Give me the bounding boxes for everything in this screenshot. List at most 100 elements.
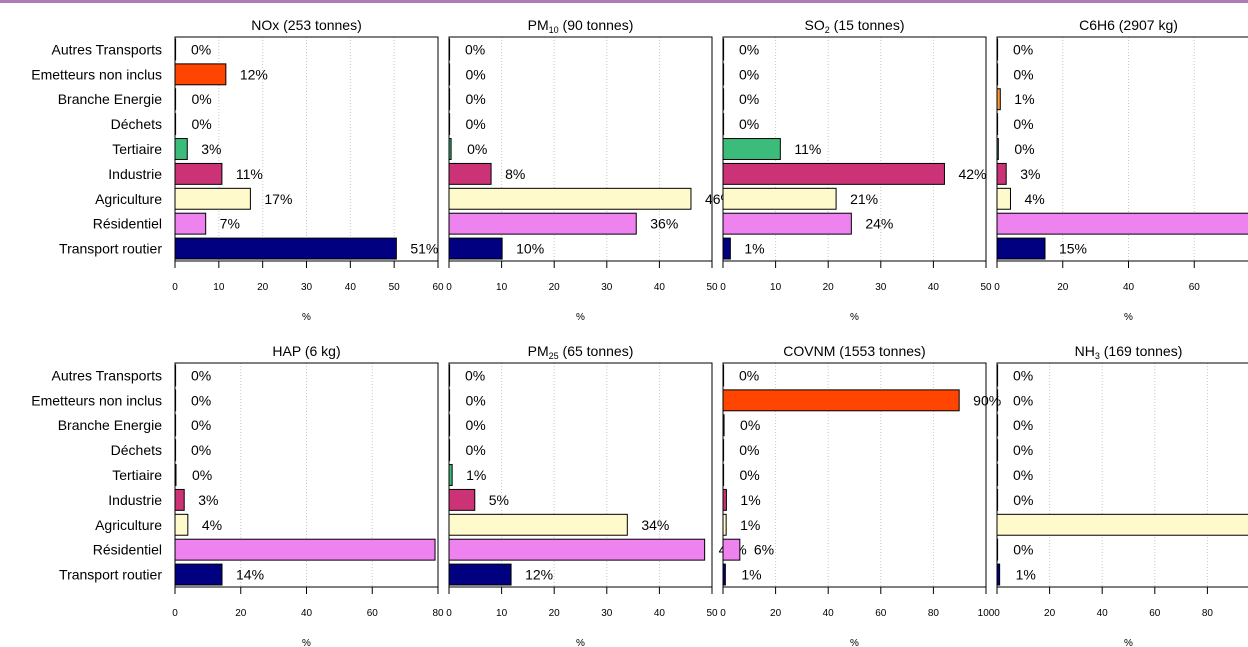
category-label-tertiaire: Tertiaire bbox=[112, 141, 162, 157]
x-tick-label: 40 bbox=[654, 608, 666, 619]
x-axis-label: % bbox=[576, 638, 585, 647]
data-label: 0% bbox=[466, 417, 486, 433]
x-tick-label: 0 bbox=[994, 282, 1000, 293]
bar-transport-routier bbox=[174, 563, 223, 586]
data-label: 0% bbox=[1013, 467, 1033, 483]
bar-residentiel bbox=[174, 538, 436, 561]
bar-industrie bbox=[722, 488, 727, 511]
panel-title: NOx (253 tonnes) bbox=[251, 17, 362, 33]
bar-residentiel bbox=[448, 212, 637, 235]
x-tick-label: 30 bbox=[601, 282, 613, 293]
x-tick-label: 10 bbox=[496, 282, 508, 293]
data-label: 0% bbox=[466, 66, 486, 82]
data-label: 0% bbox=[1013, 542, 1033, 558]
data-label: 0% bbox=[740, 417, 760, 433]
data-label: 0% bbox=[192, 467, 212, 483]
x-tick-label: 10 bbox=[770, 282, 782, 293]
data-label: 3% bbox=[201, 141, 221, 157]
data-label: 51% bbox=[410, 241, 438, 257]
panel-title: C6H6 (2907 kg) bbox=[1079, 17, 1178, 33]
bar-transport-routier bbox=[722, 237, 731, 260]
data-label: 7% bbox=[220, 216, 240, 232]
x-tick-label: 40 bbox=[928, 282, 940, 293]
category-label-transport-routier: Transport routier bbox=[59, 241, 162, 257]
panel-frame bbox=[448, 362, 713, 588]
x-tick-label: 50 bbox=[706, 608, 718, 619]
bar-industrie bbox=[174, 162, 223, 185]
data-label: 0% bbox=[191, 392, 211, 408]
bar-transport-routier bbox=[448, 563, 512, 586]
category-label-autres-transports: Autres Transports bbox=[52, 41, 163, 57]
panel-pm25-65-tonnes: PM25 (65 tonnes)0%0%0%0%1%5%34%49%12%010… bbox=[446, 343, 746, 647]
data-label: 0% bbox=[465, 41, 485, 57]
x-tick-label: 50 bbox=[706, 282, 718, 293]
x-axis-label: % bbox=[1124, 638, 1133, 647]
x-tick-label: 20 bbox=[257, 282, 269, 293]
bar-agriculture bbox=[174, 513, 189, 536]
data-label: 5% bbox=[489, 492, 509, 508]
data-label: 10% bbox=[516, 241, 544, 257]
data-label: 17% bbox=[264, 191, 292, 207]
panel-frame bbox=[996, 362, 1248, 588]
data-label: 0% bbox=[466, 392, 486, 408]
bar-tertiaire bbox=[722, 138, 781, 160]
x-tick-label: 0 bbox=[720, 608, 726, 619]
data-label: 90% bbox=[973, 392, 1001, 408]
bar-agriculture bbox=[996, 187, 1011, 210]
data-label: 1% bbox=[744, 241, 764, 257]
x-tick-label: 80 bbox=[928, 608, 940, 619]
x-tick-label: 20 bbox=[1057, 282, 1069, 293]
data-label: 11% bbox=[236, 166, 263, 182]
x-tick-label: 40 bbox=[1123, 282, 1135, 293]
panel-title: PM25 (65 tonnes) bbox=[528, 343, 634, 361]
x-tick-label: 40 bbox=[301, 608, 313, 619]
data-label: 1% bbox=[466, 467, 486, 483]
bar-residentiel bbox=[996, 212, 1248, 235]
data-label: 12% bbox=[525, 567, 553, 583]
category-label-agriculture: Agriculture bbox=[95, 191, 162, 207]
bar-industrie bbox=[448, 488, 476, 511]
bar-tertiaire bbox=[174, 138, 188, 160]
category-label-dechets: Déchets bbox=[111, 116, 162, 132]
data-label: 21% bbox=[850, 191, 878, 207]
bar-industrie bbox=[722, 162, 945, 185]
panel-nox-253-tonnes: NOx (253 tonnes) Autres Transports Emetteu… bbox=[31, 17, 444, 323]
data-label: 0% bbox=[466, 91, 486, 107]
x-tick-label: 0 bbox=[720, 282, 726, 293]
x-tick-label: 20 bbox=[549, 282, 561, 293]
category-label-tertiaire: Tertiaire bbox=[112, 467, 162, 483]
data-label: 0% bbox=[191, 91, 211, 107]
x-tick-label: 40 bbox=[823, 608, 835, 619]
data-label: 1% bbox=[1014, 91, 1034, 107]
data-label: 0% bbox=[739, 91, 759, 107]
data-label: 34% bbox=[641, 517, 669, 533]
x-axis-label: % bbox=[850, 638, 859, 647]
bar-industrie bbox=[174, 488, 185, 511]
data-label: 24% bbox=[865, 216, 893, 232]
panel-so2-15-tonnes: SO2 (15 tonnes) 0% 0% 0% 0% 11% 42% 21% 24% 1% 0 10… bbox=[720, 17, 992, 323]
data-label: 11% bbox=[794, 141, 821, 157]
x-tick-label: 20 bbox=[1044, 608, 1056, 619]
data-label: 0% bbox=[1013, 392, 1033, 408]
category-label-industrie: Industrie bbox=[108, 166, 162, 182]
data-label: 42% bbox=[958, 166, 986, 182]
panel-title: NH3 (169 tonnes) bbox=[1075, 343, 1183, 361]
data-label: 0% bbox=[1013, 367, 1033, 383]
data-label: 3% bbox=[1020, 166, 1040, 182]
bar-transport-routier bbox=[174, 237, 397, 260]
bar-residentiel bbox=[448, 538, 706, 561]
x-tick-label: 100 bbox=[978, 608, 995, 619]
x-tick-label: 20 bbox=[235, 608, 247, 619]
data-label: 0% bbox=[191, 442, 211, 458]
data-label: 0% bbox=[191, 417, 211, 433]
x-tick-label: 30 bbox=[301, 282, 313, 293]
bar-agriculture bbox=[722, 187, 837, 210]
x-tick-label: 50 bbox=[980, 282, 992, 293]
x-tick-label: 0 bbox=[446, 282, 452, 293]
x-tick-label: 80 bbox=[1202, 608, 1214, 619]
x-axis-label: % bbox=[302, 312, 311, 323]
x-tick-label: 30 bbox=[875, 282, 887, 293]
bar-residentiel bbox=[722, 212, 852, 235]
x-tick-label: 10 bbox=[496, 608, 508, 619]
data-label: 0% bbox=[191, 41, 211, 57]
